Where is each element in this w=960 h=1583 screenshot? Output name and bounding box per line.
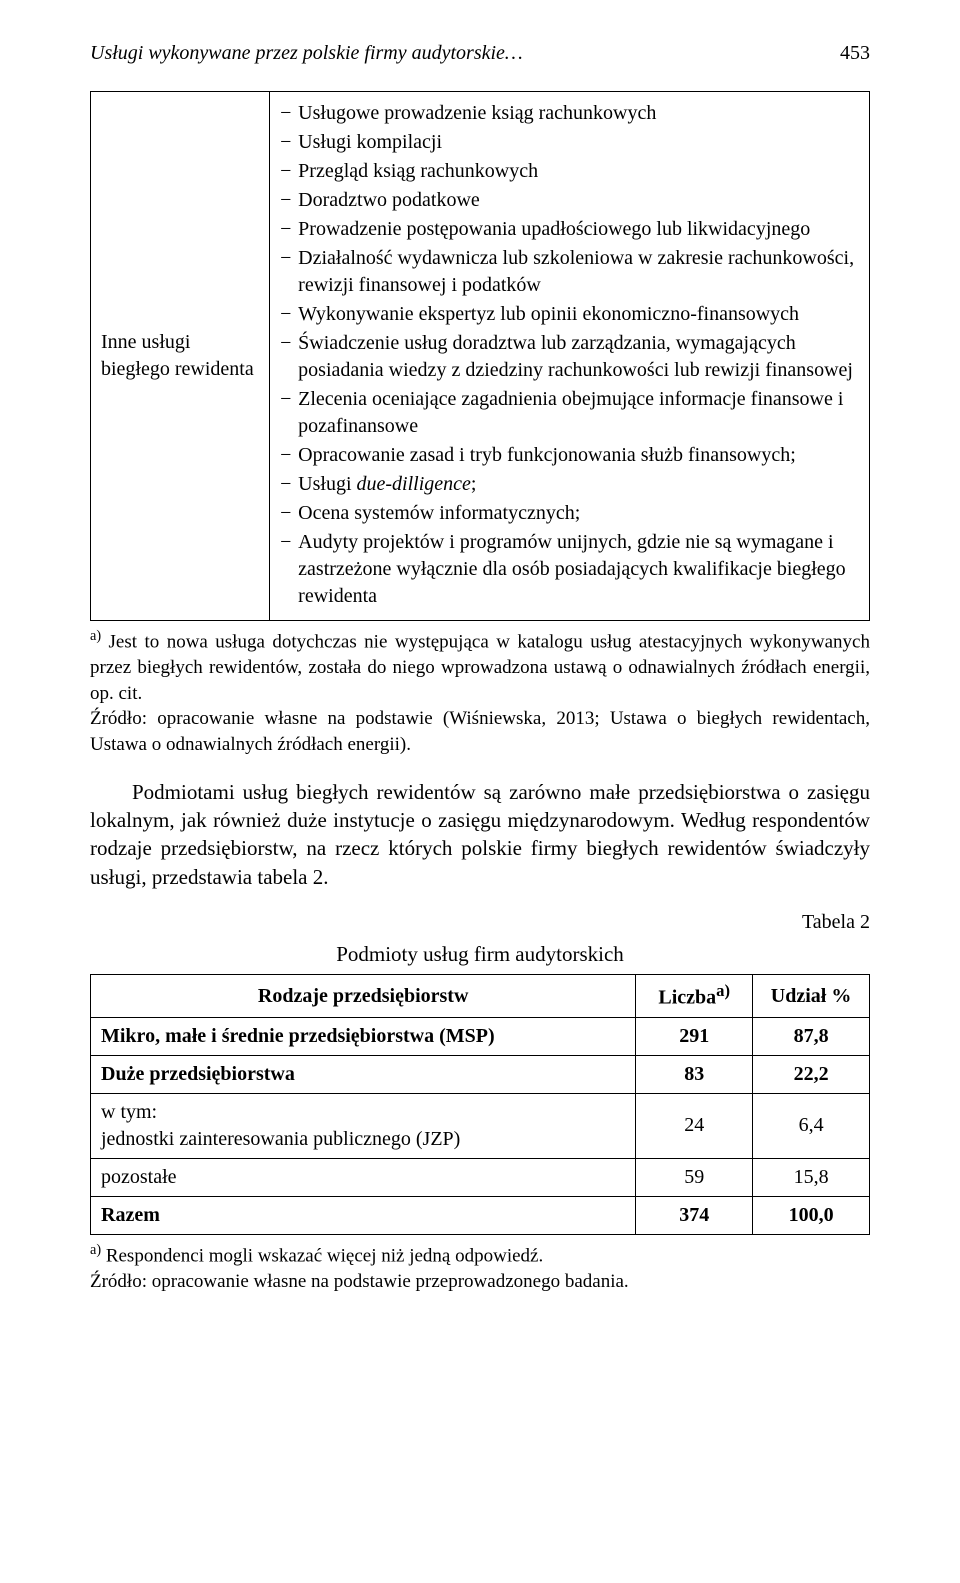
row-pct-cell: 100,0	[753, 1196, 870, 1234]
table-row: Inne usługi biegłego rewidenta Usługowe …	[91, 92, 870, 621]
services-cell: Usługowe prowadzenie ksiąg rachunkowychU…	[270, 92, 870, 621]
row-count-cell: 59	[636, 1158, 753, 1196]
list-item: Opracowanie zasad i tryb funkcjonowania …	[280, 442, 859, 469]
col-header-types: Rodzaje przedsiębiorstw	[91, 975, 636, 1018]
list-item: Zlecenia oceniające zagadnienia obejmują…	[280, 386, 859, 440]
table-row: w tym:jednostki zainteresowania publiczn…	[91, 1093, 870, 1158]
row-pct-cell: 6,4	[753, 1093, 870, 1158]
footnote-marker: a)	[90, 628, 101, 644]
running-header: Usługi wykonywane przez polskie firmy au…	[90, 40, 870, 67]
body-paragraph: Podmiotami usług biegłych rewidentów są …	[90, 778, 870, 891]
list-item: Doradztwo podatkowe	[280, 187, 859, 214]
table2-caption-block: Tabela 2 Podmioty usług firm audytorskic…	[90, 909, 870, 968]
list-item: Usługi kompilacji	[280, 129, 859, 156]
col-header-pct: Udział %	[753, 975, 870, 1018]
footnote-source: Źródło: opracowanie własne na podstawie …	[90, 708, 870, 755]
row-count-cell: 291	[636, 1017, 753, 1055]
page-number: 453	[840, 40, 870, 67]
row-pct-cell: 87,8	[753, 1017, 870, 1055]
table-row: pozostałe5915,8	[91, 1158, 870, 1196]
row-label-cell: pozostałe	[91, 1158, 636, 1196]
list-item: Usługowe prowadzenie ksiąg rachunkowych	[280, 100, 859, 127]
row-label-cell: Razem	[91, 1196, 636, 1234]
table2-footnote: a) Respondenci mogli wskazać więcej niż …	[90, 1241, 870, 1295]
footnote2-marker: a)	[90, 1242, 101, 1258]
row-count-cell: 83	[636, 1055, 753, 1093]
entities-table: Rodzaje przedsiębiorstw Liczbaa) Udział …	[90, 974, 870, 1235]
table-row: Razem374100,0	[91, 1196, 870, 1234]
list-item: Wykonywanie ekspertyz lub opinii ekonomi…	[280, 301, 859, 328]
services-list: Usługowe prowadzenie ksiąg rachunkowychU…	[280, 100, 859, 610]
row-label-cell: Duże przedsiębiorstwa	[91, 1055, 636, 1093]
list-item: Usługi due-dilligence;	[280, 471, 859, 498]
footnote2-source: Źródło: opracowanie własne na podstawie …	[90, 1271, 629, 1292]
table2-title: Podmioty usług firm audytorskich	[90, 940, 870, 968]
row-pct-cell: 15,8	[753, 1158, 870, 1196]
list-item: Świadczenie usług doradztwa lub zarządza…	[280, 330, 859, 384]
table-row: Mikro, małe i średnie przedsiębiorstwa (…	[91, 1017, 870, 1055]
table-header-row: Rodzaje przedsiębiorstw Liczbaa) Udział …	[91, 975, 870, 1018]
row-count-cell: 374	[636, 1196, 753, 1234]
row-pct-cell: 22,2	[753, 1055, 870, 1093]
list-item: Audyty projektów i programów unijnych, g…	[280, 529, 859, 610]
row-label-cell: Mikro, małe i średnie przedsiębiorstwa (…	[91, 1017, 636, 1055]
footnote2-text: Respondenci mogli wskazać więcej niż jed…	[101, 1245, 543, 1266]
table1-footnote: a) Jest to nowa usługa dotychczas nie wy…	[90, 627, 870, 758]
list-item: Ocena systemów informatycznych;	[280, 500, 859, 527]
services-table: Inne usługi biegłego rewidenta Usługowe …	[90, 91, 870, 621]
col-header-count-text: Liczba	[658, 987, 716, 1009]
row-label-cell: w tym:jednostki zainteresowania publiczn…	[91, 1093, 636, 1158]
running-title: Usługi wykonywane przez polskie firmy au…	[90, 40, 523, 67]
table2-label: Tabela 2	[90, 909, 870, 936]
list-item: Prowadzenie postępowania upadłościowego …	[280, 216, 859, 243]
col-header-count-marker: a)	[716, 981, 730, 1000]
row-label-cell: Inne usługi biegłego rewidenta	[91, 92, 270, 621]
table-row: Duże przedsiębiorstwa8322,2	[91, 1055, 870, 1093]
row-label: Inne usługi biegłego rewidenta	[101, 331, 254, 380]
list-item: Przegląd ksiąg rachunkowych	[280, 158, 859, 185]
footnote-text: Jest to nowa usługa dotychczas nie wystę…	[90, 631, 870, 703]
col-header-count: Liczbaa)	[636, 975, 753, 1018]
list-item: Działalność wydawnicza lub szkoleniowa w…	[280, 245, 859, 299]
row-count-cell: 24	[636, 1093, 753, 1158]
